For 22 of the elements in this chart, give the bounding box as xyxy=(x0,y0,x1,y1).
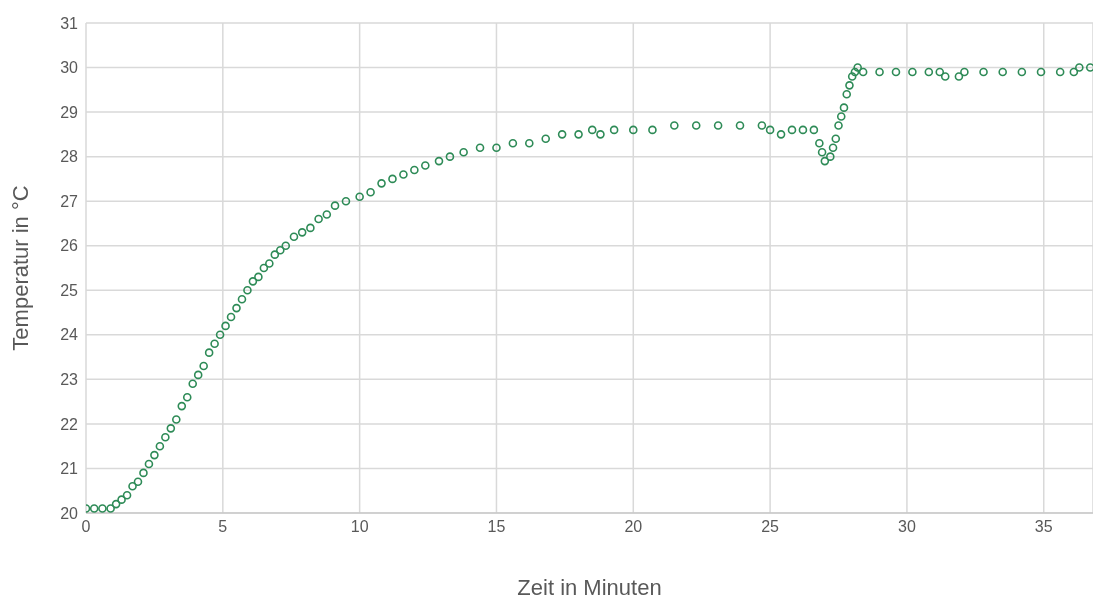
y-tick-label: 22 xyxy=(60,415,79,433)
y-tick-label: 21 xyxy=(60,460,79,478)
x-tick-label: 25 xyxy=(761,518,780,536)
y-tick-label: 25 xyxy=(60,281,79,299)
y-tick-label: 24 xyxy=(60,326,79,344)
y-tick-label: 31 xyxy=(60,14,79,32)
y-tick-label: 28 xyxy=(60,148,79,166)
y-tick-label: 23 xyxy=(60,371,79,389)
y-tick-label: 20 xyxy=(60,504,79,522)
y-axis-title: Temperatur in °C xyxy=(7,185,33,351)
x-tick-label: 15 xyxy=(487,518,506,536)
x-axis-title: Zeit in Minuten xyxy=(517,575,662,600)
x-tick-label: 10 xyxy=(350,518,369,536)
x-tick-label: 30 xyxy=(898,518,916,536)
x-tick-label: 20 xyxy=(624,518,643,536)
y-tick-label: 27 xyxy=(60,192,79,210)
y-tick-label: 26 xyxy=(60,237,79,255)
y-tick-label: 29 xyxy=(60,103,79,121)
x-tick-label: 0 xyxy=(81,518,91,536)
x-tick-label: 5 xyxy=(218,518,228,536)
y-tick-label: 30 xyxy=(60,59,79,77)
x-tick-label: 35 xyxy=(1034,518,1053,536)
